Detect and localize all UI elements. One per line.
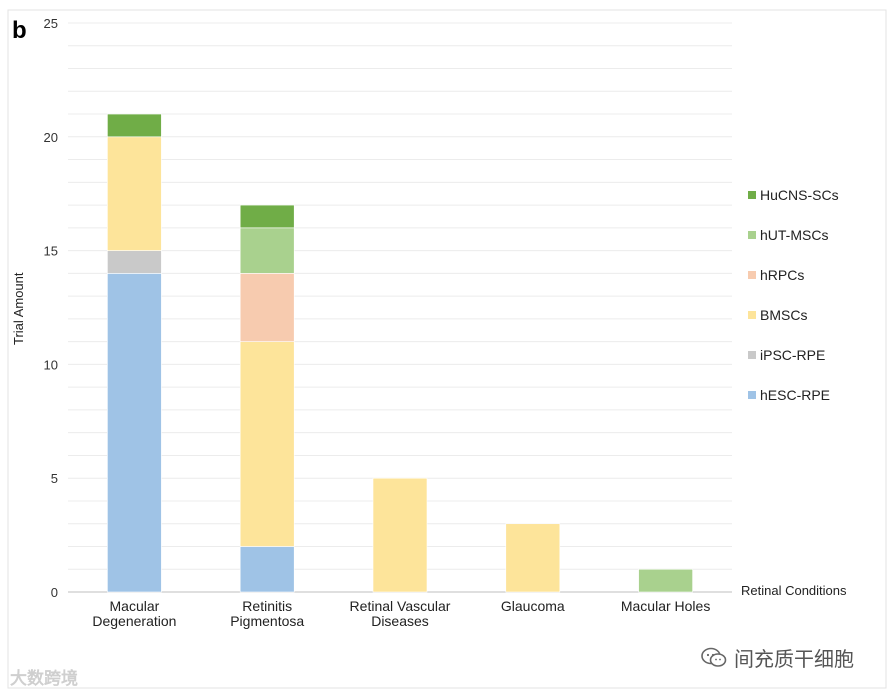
watermark-left: 大数跨境	[10, 664, 78, 689]
legend: HuCNS-SCs hUT-MSCs hRPCs BMSCs iPSC-RPE hESC-…	[748, 187, 839, 403]
y-axis-title: Trial Amount	[11, 272, 26, 345]
bar-segment-bmscs	[372, 477, 428, 593]
legend-label: BMSCs	[760, 307, 807, 323]
y-tick-label: 20	[44, 130, 58, 145]
bar-segment-hrpcs	[239, 273, 295, 342]
x-axis-title: Retinal Conditions	[741, 583, 847, 598]
x-category-label: Retinitis Pigmentosa	[230, 598, 304, 629]
figure-border	[7, 9, 887, 689]
legend-swatch	[748, 231, 756, 239]
legend-label: hESC-RPE	[760, 387, 830, 403]
watermark-right: 间充质干细胞	[700, 643, 854, 672]
legend-label: iPSC-RPE	[760, 347, 825, 363]
legend-label: HuCNS-SCs	[760, 187, 839, 203]
x-category-label: Retinal Vascular Diseases	[350, 598, 451, 629]
legend-swatch	[748, 191, 756, 199]
x-category-label: Glaucoma	[501, 598, 565, 614]
gridlines	[68, 22, 732, 593]
bar-segment-ipsc-rpe	[107, 250, 162, 274]
bar-segment-hesc-rpe	[107, 273, 162, 593]
panel-label: b	[12, 17, 27, 44]
x-axis-categories: Macular Degeneration Retinitis Pigmentosa Re…	[92, 598, 710, 629]
watermark-left-text: 大数跨境	[10, 669, 78, 688]
bar-segment-hesc-rpe	[239, 546, 295, 593]
y-tick-label: 25	[44, 16, 58, 31]
bar-segment-bmscs	[107, 136, 162, 251]
watermark-right-text: 间充质干细胞	[734, 649, 854, 671]
bar-segment-hut-mscs	[239, 227, 295, 274]
y-tick-label: 10	[44, 357, 58, 372]
bar-segment-hucns-scs	[107, 113, 162, 138]
bars	[107, 113, 693, 593]
legend-swatch	[748, 391, 756, 399]
x-category-label: Macular Holes	[621, 598, 710, 614]
y-tick-label: 15	[44, 244, 58, 259]
legend-label: hRPCs	[760, 267, 804, 283]
wechat-icon	[700, 647, 728, 669]
y-tick-label: 5	[51, 471, 58, 486]
y-axis-ticks: 0 5 10 15 20 25	[44, 16, 58, 600]
bar-segment-bmscs	[505, 523, 561, 593]
legend-swatch	[748, 271, 756, 279]
bar-segment-hucns-scs	[239, 204, 295, 229]
bar-segment-bmscs	[239, 341, 295, 547]
legend-swatch	[748, 351, 756, 359]
x-category-label: Macular Degeneration	[92, 598, 176, 629]
legend-swatch	[748, 311, 756, 319]
bar-segment-hut-mscs	[638, 568, 693, 593]
y-tick-label: 0	[51, 585, 58, 600]
legend-label: hUT-MSCs	[760, 227, 828, 243]
